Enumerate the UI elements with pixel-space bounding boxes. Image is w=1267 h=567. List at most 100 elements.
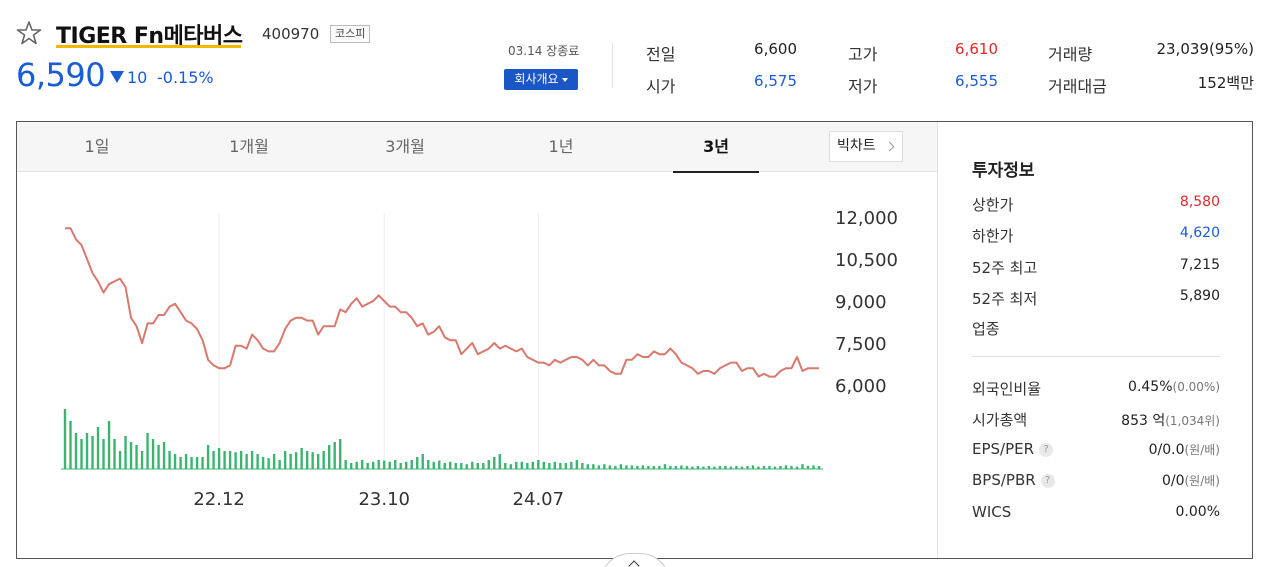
big-chart-button[interactable]: 빅차트 [829,131,903,162]
help-icon[interactable]: ? [1039,442,1054,457]
volume-bar [724,466,727,469]
volume-bar [85,433,89,469]
price-chart[interactable]: 12,000 10,500 9,000 7,500 6,000 22.12 23.10 24.… [17,173,937,558]
eps-per-number: 0/0.0 [1148,442,1185,458]
volume-bar [322,451,325,469]
volume-bar [405,461,408,469]
volume-bar [201,457,204,469]
volume-bar [272,454,276,469]
volume-bar [559,463,562,469]
volume-bar [107,421,111,469]
high-label: 고가 [848,45,878,64]
foreign-ratio-label: 외국인비율 [972,380,1042,398]
header-divider [612,42,613,88]
high-value: 6,610 [955,40,998,58]
volume-bar [597,465,601,469]
y-tick-label: 7,500 [835,334,887,355]
volume-bar [746,466,749,469]
volume-bar [647,466,650,469]
side-divider [937,122,938,558]
volume-bar [454,463,457,469]
market-badge: 코스피 [330,25,371,43]
star-icon[interactable] [16,20,42,46]
y-tick-label: 12,000 [835,208,898,229]
market-status: 03.14 장종료 [508,44,580,58]
volume-bar [619,464,623,469]
volume-bar [713,466,716,469]
market-cap-value: 853 억(1,034위) [1121,410,1220,430]
market-cap-number: 853 억 [1121,413,1166,429]
company-overview-button[interactable]: 회사개요 [504,69,578,90]
volume-bar [498,454,501,469]
volume-bar [449,461,452,469]
volume-bar [493,457,496,469]
volume-bar [669,466,672,469]
volume-label: 거래량 [1048,45,1093,64]
volume-bar [140,451,144,469]
volume-bar [586,464,590,469]
prev-close-value: 6,600 [754,40,797,58]
low-label: 저가 [848,77,878,96]
open-label: 시가 [646,77,676,96]
upper-limit-value: 8,580 [1179,194,1220,210]
volume-bar [630,465,634,469]
volume-bar [305,451,309,469]
volume-bar [537,460,540,469]
volume-bar [641,465,645,469]
week52-low-value: 5,890 [1179,288,1220,304]
volume-bar [520,461,524,469]
help-icon[interactable]: ? [1040,473,1055,488]
price-change: 10 [127,68,148,87]
tab-1month[interactable]: 1개월 [229,137,269,156]
volume-bar [223,451,226,469]
foreign-ratio-value: 0.45%(0.00%) [1128,379,1220,395]
volume-bar [212,451,215,469]
volume-bar [63,409,67,469]
x-tick-label: 23.10 [358,489,410,510]
bps-pbr-value: 0/0(원/배) [1162,472,1220,489]
volume-bar [151,439,155,469]
volume-bar [355,461,358,469]
volume-bar [526,463,529,469]
week52-low-label: 52주 최저 [972,290,1038,308]
tab-1day[interactable]: 1일 [84,137,110,156]
price-change-percent: -0.15% [157,68,214,87]
volume-bar [702,466,705,469]
volume-bar [118,451,122,469]
volume-bar [360,460,364,469]
volume-bar [575,460,579,469]
volume-bar [779,466,782,469]
volume-bar [278,460,281,469]
tab-3year[interactable]: 3년 [673,122,759,173]
big-chart-label: 빅차트 [837,138,876,154]
volume-bar [564,463,568,469]
foreign-ratio-number: 0.45% [1128,379,1173,395]
volume-bar [751,465,755,469]
volume-bar [674,466,678,469]
volume-bar [372,461,375,469]
y-tick-label: 10,500 [835,250,898,271]
volume-bar [718,466,722,469]
current-price: 6,590 [16,56,106,94]
tab-1year[interactable]: 1년 [548,137,574,156]
volume-bar [311,452,314,469]
volume-bar [184,454,188,469]
volume-bar [806,466,810,469]
volume-bar [179,457,182,469]
volume-bar [195,457,199,469]
volume-bar [113,439,116,469]
volume-bar [504,463,507,469]
tab-3month[interactable]: 3개월 [385,137,425,156]
bps-pbr-text: BPS/PBR [972,471,1036,489]
volume-bar [685,466,689,469]
volume-bar [399,463,402,469]
volume-bar [349,463,353,469]
volume-bar [416,457,419,469]
volume-bar [333,442,336,469]
volume-bar [421,454,424,469]
volume-bar [294,452,298,469]
y-tick-label: 6,000 [835,376,887,397]
down-arrow-icon [110,71,124,83]
volume-bar [658,466,661,469]
wics-label: WICS [972,503,1012,521]
